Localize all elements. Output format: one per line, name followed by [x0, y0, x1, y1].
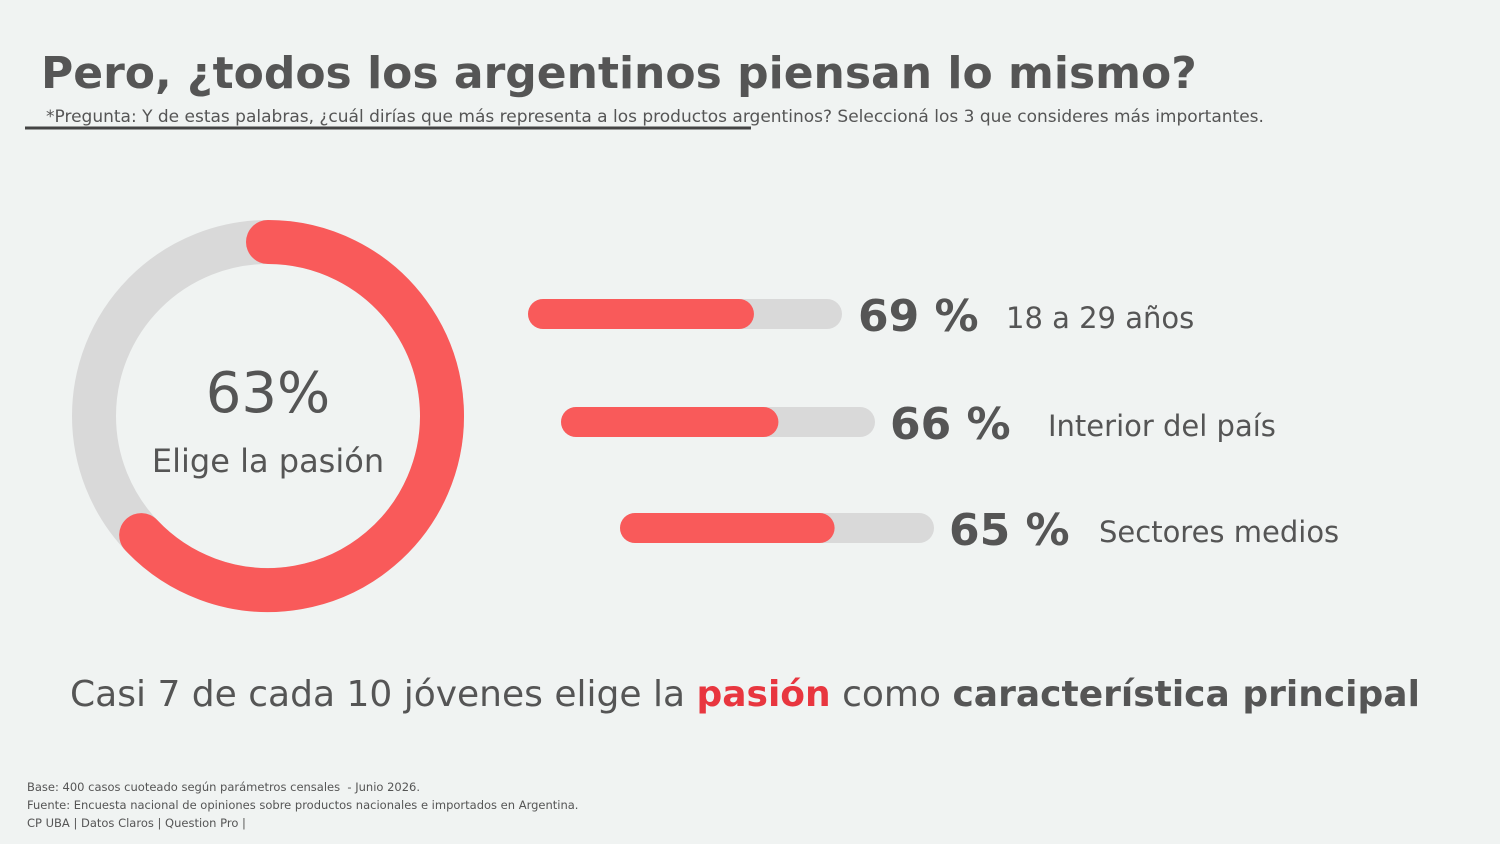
bar-category-label: 18 a 29 años: [1006, 301, 1194, 335]
bar-value-label: 66 %: [890, 399, 1011, 450]
donut-caption: Elige la pasión: [152, 442, 384, 480]
footer-line: Base: 400 casos cuoteado según parámetro…: [27, 780, 420, 794]
footer-line: CP UBA | Datos Claros | Question Pro |: [27, 816, 246, 830]
subtitle: *Pregunta: Y de estas palabras, ¿cuál di…: [46, 107, 1264, 127]
bar-category-label: Interior del país: [1048, 409, 1276, 443]
donut-value-label: 63%: [206, 361, 330, 426]
footer-line: Fuente: Encuesta nacional de opiniones s…: [27, 798, 578, 812]
bar-category-label: Sectores medios: [1099, 515, 1339, 549]
bar-value-label: 65 %: [949, 505, 1070, 556]
headline-part: como: [831, 674, 953, 715]
donut-arc: [119, 220, 464, 612]
footer: Base: 400 casos cuoteado según parámetro…: [27, 780, 578, 830]
bar-value-label: 69 %: [858, 291, 979, 342]
headline: Casi 7 de cada 10 jóvenes elige la pasió…: [70, 674, 1420, 715]
headline-part: Casi 7 de cada 10 jóvenes elige la: [70, 674, 696, 715]
headline-part: característica principal: [952, 674, 1419, 715]
title: Pero, ¿todos los argentinos piensan lo m…: [41, 48, 1197, 99]
headline-part: pasión: [696, 674, 830, 715]
